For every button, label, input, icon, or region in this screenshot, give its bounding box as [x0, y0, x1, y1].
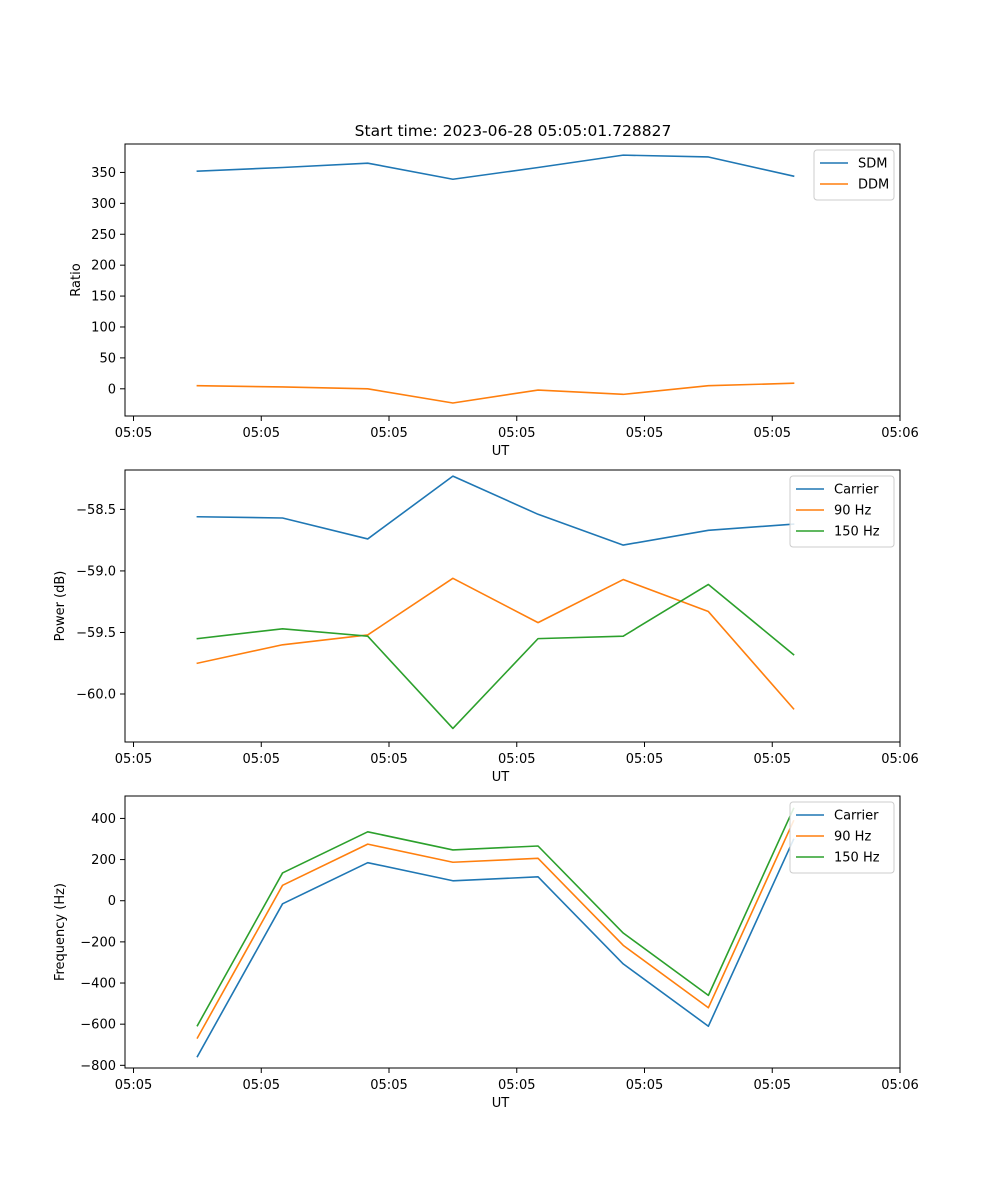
x-tick-label: 05:05 [243, 752, 280, 767]
series-line-90-hz [196, 819, 795, 1040]
y-tick-label: −59.5 [76, 626, 116, 641]
axes-frame [124, 469, 901, 743]
y-axis-label: Power (dB) [53, 571, 68, 642]
legend-entry: Carrier [834, 809, 879, 824]
y-tick-label: 300 [91, 197, 116, 212]
y-tick-label: −59.0 [76, 564, 116, 579]
x-tick-label: 05:05 [498, 752, 535, 767]
y-tick-label: 0 [108, 894, 116, 909]
legend-entry: 90 Hz [834, 830, 871, 845]
y-tick-label: −60.0 [76, 688, 116, 703]
y-tick-label: 0 [108, 382, 116, 397]
series-line-carrier [196, 838, 795, 1058]
x-tick-label: 05:05 [626, 1078, 663, 1093]
x-tick-label: 05:05 [370, 1078, 407, 1093]
chart-panel-2: 05:05 05:05 05:05 05:05 05:05 05:05 05:06 −58.5… [53, 469, 919, 785]
y-tick-label: 50 [99, 351, 116, 366]
x-tick-label: 05:05 [626, 752, 663, 767]
chart-panel-1: 05:05 05:05 05:05 05:05 05:05 05:05 05:06 0 50 10… [69, 143, 919, 459]
y-axis-label: Frequency (Hz) [53, 883, 68, 981]
x-axis-label: UT [492, 770, 510, 785]
series-line-150-hz [196, 583, 795, 730]
y-tick-label: −58.5 [76, 503, 116, 518]
panels: 05:05 05:05 05:05 05:05 05:05 05:05 05:06 0 50 10… [53, 143, 919, 1111]
series-line-carrier [196, 475, 795, 546]
y-tick-label: 150 [91, 290, 116, 305]
series-line-150-hz [196, 807, 795, 1027]
x-tick-label: 05:05 [243, 426, 280, 441]
x-axis-label: UT [492, 1096, 510, 1111]
chart-panel-3: 05:05 05:05 05:05 05:05 05:05 05:05 05:06 400 20… [53, 795, 919, 1111]
y-tick-label: 200 [91, 853, 116, 868]
legend-entry: Carrier [834, 483, 879, 498]
x-axis-label: UT [492, 444, 510, 459]
x-tick-label: 05:05 [626, 426, 663, 441]
x-tick-label: 05:05 [115, 426, 152, 441]
y-tick-label: 400 [91, 812, 116, 827]
x-tick-label: 05:05 [754, 426, 791, 441]
x-tick-label: 05:06 [881, 1078, 918, 1093]
legend-entry: 150 Hz [834, 525, 880, 540]
y-tick-label: 100 [91, 320, 116, 335]
x-tick-label: 05:05 [115, 752, 152, 767]
legend-entry: SDM [858, 157, 887, 172]
x-tick-label: 05:06 [881, 752, 918, 767]
x-tick-label: 05:05 [754, 752, 791, 767]
y-tick-label: −400 [80, 977, 116, 992]
legend: Carrier 90 Hz 150 Hz [789, 801, 895, 874]
axes-frame [124, 143, 901, 417]
x-tick-label: 05:06 [881, 426, 918, 441]
y-tick-label: −600 [80, 1018, 116, 1033]
plot-area [125, 144, 900, 416]
legend-box [789, 801, 895, 874]
plot-area [125, 470, 900, 742]
series-line-90-hz [196, 577, 795, 710]
x-tick-label: 05:05 [754, 1078, 791, 1093]
legend: SDM DDM [813, 149, 895, 201]
x-tick-label: 05:05 [498, 1078, 535, 1093]
legend-entry: DDM [858, 178, 889, 193]
legend: Carrier 90 Hz 150 Hz [789, 475, 895, 548]
x-tick-label: 05:05 [370, 752, 407, 767]
plot-area [125, 796, 900, 1068]
legend-entry: 150 Hz [834, 851, 880, 866]
series-line-sdm [196, 154, 795, 181]
series-line-ddm [196, 382, 795, 404]
x-tick-label: 05:05 [370, 426, 407, 441]
x-tick-label: 05:05 [498, 426, 535, 441]
y-tick-label: 350 [91, 166, 116, 181]
legend-box [789, 475, 895, 548]
y-tick-label: 200 [91, 259, 116, 274]
y-tick-label: −800 [80, 1059, 116, 1074]
x-tick-label: 05:05 [115, 1078, 152, 1093]
y-tick-label: −200 [80, 935, 116, 950]
figure-title: Start time: 2023-06-28 05:05:01.728827 [355, 122, 672, 140]
legend-entry: 90 Hz [834, 504, 871, 519]
axes-frame [124, 795, 901, 1069]
y-tick-label: 250 [91, 228, 116, 243]
x-tick-label: 05:05 [243, 1078, 280, 1093]
y-axis-label: Ratio [69, 263, 84, 296]
